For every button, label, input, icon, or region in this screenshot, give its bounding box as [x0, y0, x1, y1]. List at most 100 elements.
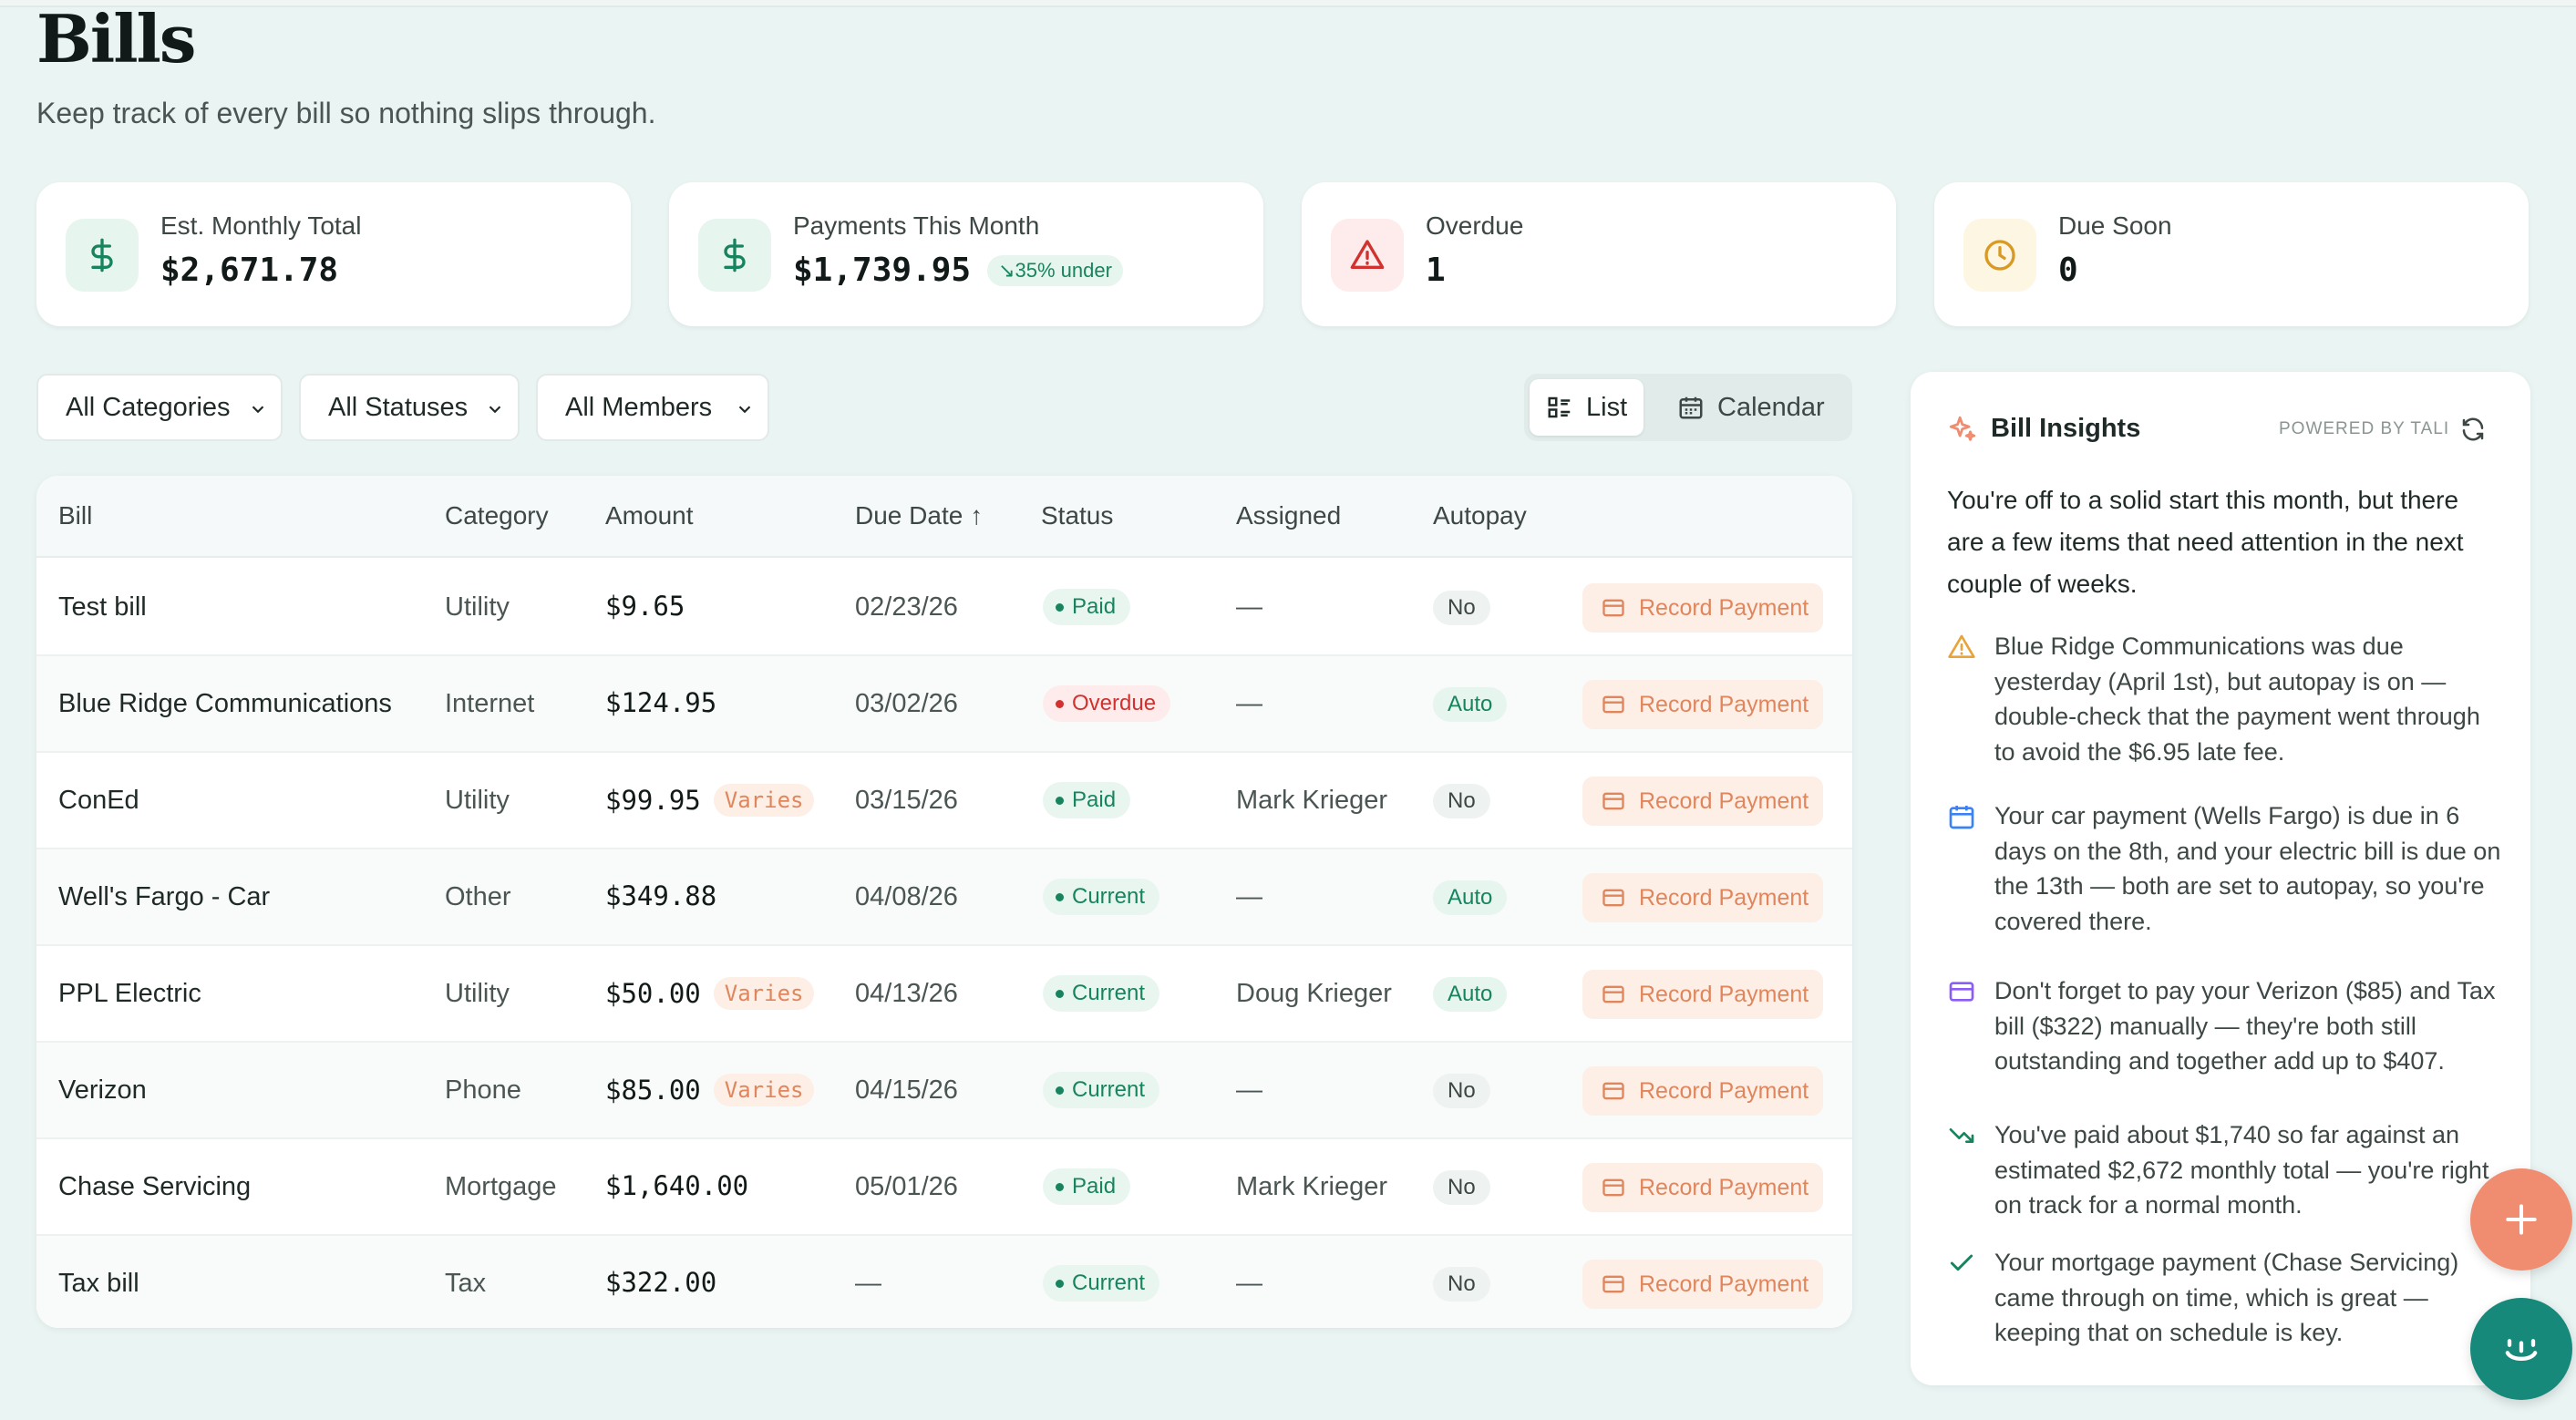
- amount-value: $349.88: [605, 880, 717, 911]
- assigned-cell: Doug Krieger: [1236, 979, 1392, 1008]
- category-cell: Other: [445, 882, 511, 911]
- bill-name[interactable]: Chase Servicing: [58, 1172, 252, 1201]
- insight-text: Don't forget to pay your Verizon ($85) a…: [1994, 977, 2496, 1075]
- refresh-icon[interactable]: [2459, 416, 2487, 443]
- powered-by-label: POWERED BY TALI: [2279, 419, 2450, 438]
- page-subtitle: Keep track of every bill so nothing slip…: [36, 97, 656, 129]
- record-payment-button[interactable]: Record Payment: [1582, 970, 1823, 1019]
- bills-table: Bill Category Amount Due Date ↑ Status A…: [36, 476, 1852, 1328]
- record-payment-button[interactable]: Record Payment: [1582, 777, 1823, 826]
- bill-name[interactable]: Tax bill: [58, 1269, 139, 1298]
- record-payment-button[interactable]: Record Payment: [1582, 873, 1823, 922]
- bill-name[interactable]: PPL Electric: [58, 979, 201, 1008]
- trend-down-icon: [1949, 1128, 1974, 1143]
- varies-badge: Varies: [713, 1074, 815, 1106]
- category-cell: Internet: [445, 689, 535, 718]
- stat-value-text: 0: [2058, 252, 2078, 289]
- col-due-date[interactable]: Due Date ↑: [855, 501, 983, 530]
- col-category[interactable]: Category: [445, 501, 549, 530]
- stat-value-text: $1,739.95: [793, 252, 972, 289]
- assistant-chat-button[interactable]: [2470, 1298, 2572, 1400]
- status-badge: Paid: [1043, 782, 1131, 818]
- status-badge: Current: [1043, 1072, 1160, 1108]
- table-row[interactable]: Verizon Phone $85.00 Varies 04/15/26 Current —…: [36, 1043, 1852, 1139]
- bill-name[interactable]: Blue Ridge Communications: [58, 689, 392, 718]
- amount-value: $50.00: [605, 978, 701, 1009]
- calendar-view-label: Calendar: [1717, 392, 1825, 422]
- table-row[interactable]: Well's Fargo - Car Other $349.88 04/08/26 Cu…: [36, 849, 1852, 946]
- members-filter[interactable]: All Members: [536, 374, 769, 441]
- record-payment-button[interactable]: Record Payment: [1582, 1260, 1823, 1309]
- varies-badge: Varies: [713, 784, 815, 817]
- amount-value: $85.00: [605, 1075, 701, 1106]
- record-payment-label: Record Payment: [1639, 691, 1809, 717]
- col-autopay[interactable]: Autopay: [1433, 501, 1527, 530]
- due-date-cell: 03/02/26: [855, 689, 958, 718]
- record-payment-button[interactable]: Record Payment: [1582, 583, 1823, 633]
- amount-value: $1,640.00: [605, 1170, 749, 1201]
- category-cell: Tax: [445, 1269, 487, 1298]
- credit-card-icon: [1602, 695, 1624, 714]
- bill-name[interactable]: ConEd: [58, 786, 139, 815]
- category-cell: Phone: [445, 1075, 521, 1105]
- status-badge: Current: [1043, 879, 1160, 915]
- table-row[interactable]: Blue Ridge Communications Internet $124.95…: [36, 656, 1852, 753]
- credit-card-icon: [1602, 985, 1624, 1003]
- bill-name[interactable]: Well's Fargo - Car: [58, 882, 271, 911]
- stat-label: Est. Monthly Total: [160, 211, 362, 240]
- amount-cell: $9.65: [605, 591, 685, 622]
- under-budget-badge: ↘35% under: [987, 254, 1123, 286]
- stat-card-due-soon: Due Soon 0: [1934, 182, 2529, 326]
- record-payment-button[interactable]: Record Payment: [1582, 1163, 1823, 1212]
- record-payment-button[interactable]: Record Payment: [1582, 680, 1823, 729]
- amount-cell: $99.95 Varies: [605, 784, 815, 817]
- insights-intro: You're off to a solid start this month, …: [1947, 486, 2464, 598]
- add-bill-button[interactable]: [2470, 1168, 2572, 1271]
- table-row[interactable]: Tax bill Tax $322.00 — Current — No Record Paym…: [36, 1236, 1852, 1328]
- table-row[interactable]: Chase Servicing Mortgage $1,640.00 05/01/26…: [36, 1139, 1852, 1236]
- table-row[interactable]: PPL Electric Utility $50.00 Varies 04/13/26 C…: [36, 946, 1852, 1043]
- status-badge: Current: [1043, 1265, 1160, 1302]
- stat-value: $2,671.78: [160, 252, 338, 289]
- category-cell: Utility: [445, 786, 510, 815]
- col-amount[interactable]: Amount: [605, 501, 694, 530]
- due-date-cell: 04/13/26: [855, 979, 958, 1008]
- list-view-button[interactable]: List: [1530, 379, 1644, 436]
- under-budget-text: 35% under: [1015, 258, 1112, 282]
- calendar-view-button[interactable]: Calendar: [1661, 379, 1841, 436]
- calendar-icon: [1949, 806, 1974, 829]
- sort-asc-icon: ↑: [970, 501, 984, 530]
- stat-value-text: 1: [1426, 252, 1446, 289]
- table-row[interactable]: Test bill Utility $9.65 02/23/26 Paid — No Reco…: [36, 560, 1852, 656]
- status-badge: Paid: [1043, 589, 1131, 625]
- dollar-icon: [698, 219, 771, 292]
- table-row[interactable]: ConEd Utility $99.95 Varies 03/15/26 Paid Mark…: [36, 753, 1852, 849]
- bill-name[interactable]: Test bill: [58, 592, 147, 622]
- col-assigned[interactable]: Assigned: [1236, 501, 1342, 530]
- insights-title: Bill Insights: [1991, 414, 2141, 443]
- col-status[interactable]: Status: [1041, 501, 1114, 530]
- stat-value: 0: [2058, 252, 2078, 289]
- clock-icon: [1963, 219, 2036, 292]
- status-badge: Current: [1043, 975, 1160, 1012]
- category-filter[interactable]: All Categories: [36, 374, 283, 441]
- status-filter[interactable]: All Statuses: [299, 374, 520, 441]
- record-payment-button[interactable]: Record Payment: [1582, 1066, 1823, 1116]
- due-date-cell: 04/15/26: [855, 1075, 958, 1105]
- col-bill[interactable]: Bill: [58, 501, 93, 530]
- stat-value: $1,739.95 ↘35% under: [793, 252, 1123, 289]
- amount-cell: $1,640.00: [605, 1170, 748, 1201]
- bill-insights-panel: Bill Insights POWERED BY TALI You're off…: [1911, 372, 2530, 1385]
- assistant-face-icon: [2505, 1339, 2538, 1361]
- amount-value: $124.95: [605, 687, 717, 718]
- amount-cell: $322.00: [605, 1267, 716, 1298]
- record-payment-label: Record Payment: [1639, 884, 1809, 911]
- record-payment-label: Record Payment: [1639, 981, 1809, 1007]
- assigned-cell: —: [1236, 592, 1262, 622]
- varies-badge: Varies: [713, 977, 815, 1010]
- record-payment-label: Record Payment: [1639, 787, 1809, 814]
- bill-name[interactable]: Verizon: [58, 1075, 147, 1105]
- credit-card-icon: [1949, 982, 1974, 1002]
- warning-icon: [1948, 634, 1975, 658]
- col-due-date-label: Due Date: [855, 501, 963, 530]
